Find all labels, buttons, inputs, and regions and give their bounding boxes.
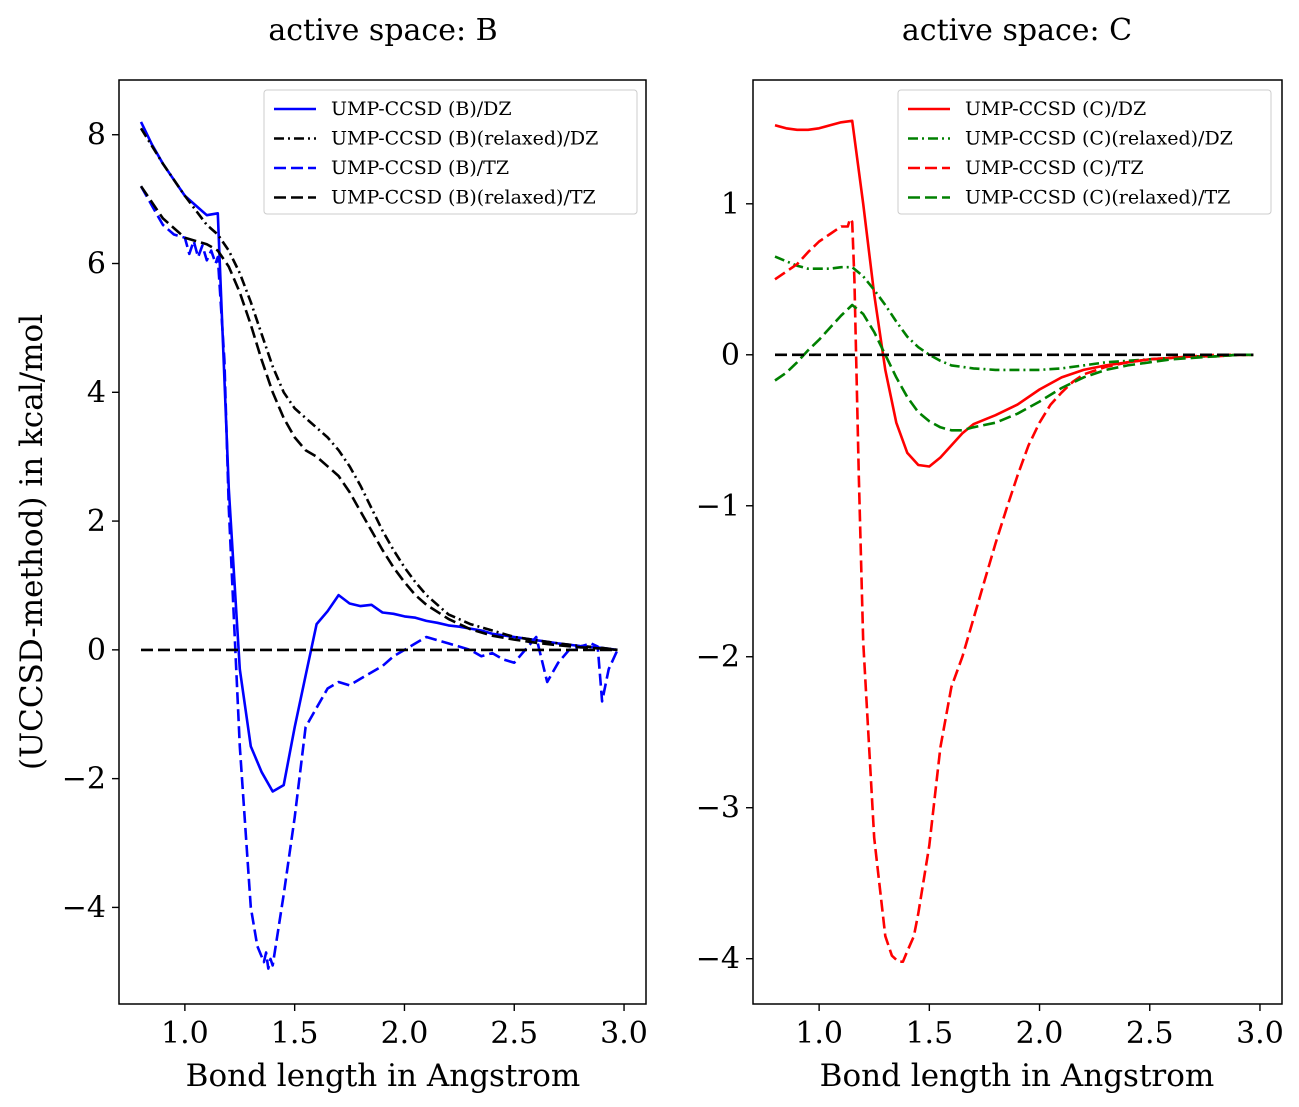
subplot-active-space-b: active space: B 1.0 1.5 2.0 2.5 3.0 −4 −2 0 2 4 6 8… — [14, 13, 648, 1094]
x-axis-label: Bond length in Angstrom — [186, 1058, 581, 1094]
legend-label: UMP-CCSD (B)/DZ — [331, 98, 512, 120]
legend-label: UMP-CCSD (C)/DZ — [965, 98, 1146, 120]
series-line-ump-ccsd-b-dz — [139, 121, 618, 793]
x-tick-label: 2.0 — [1016, 1016, 1064, 1051]
y-tick-label: 6 — [87, 247, 106, 282]
y-tick-label: 4 — [87, 375, 106, 410]
series-layer — [139, 121, 619, 970]
ticks-layer: 1.0 1.5 2.0 2.5 3.0 −4 −2 0 2 4 6 8 — [62, 118, 648, 1051]
series-line-ump-ccsd-b-relaxed-dz — [139, 127, 618, 652]
chart-title: active space: C — [902, 13, 1132, 48]
y-tick-label: −3 — [696, 791, 740, 826]
ticks-layer: 1.0 1.5 2.0 2.5 3.0 −4 −3 −2 −1 0 1 — [696, 187, 1284, 1051]
axes-frame — [118, 79, 647, 1005]
legend-box — [897, 89, 1272, 215]
x-tick-label: 2.0 — [381, 1016, 429, 1051]
legend-label: UMP-CCSD (C)/TZ — [965, 157, 1144, 179]
legend: UMP-CCSD (B)/DZ UMP-CCSD (B)(relaxed)/DZ U… — [263, 89, 638, 215]
legend-items: UMP-CCSD (C)/DZ UMP-CCSD (C)(relaxed)/DZ U… — [908, 98, 1233, 209]
chart-title: active space: B — [268, 13, 497, 48]
legend-label: UMP-CCSD (B)(relaxed)/TZ — [331, 187, 596, 209]
x-tick-label: 1.5 — [905, 1016, 953, 1051]
x-tick-label: 3.0 — [1236, 1016, 1284, 1051]
y-tick-label: 2 — [87, 504, 106, 539]
subplot-active-space-c: active space: C 1.0 1.5 2.0 2.5 3.0 −4 −3 −2 −1 0… — [696, 13, 1284, 1094]
x-tick-label: 1.5 — [271, 1016, 319, 1051]
legend-label: UMP-CCSD (B)/TZ — [331, 157, 509, 179]
y-tick-label: −2 — [62, 762, 106, 797]
series-line-ump-ccsd-b-tz — [139, 185, 619, 970]
y-tick-label: 1 — [721, 187, 740, 222]
legend: UMP-CCSD (C)/DZ UMP-CCSD (C)(relaxed)/DZ U… — [897, 89, 1272, 215]
x-tick-label: 1.0 — [161, 1016, 209, 1051]
legend-label: UMP-CCSD (C)(relaxed)/TZ — [965, 187, 1230, 209]
x-axis-label: Bond length in Angstrom — [820, 1058, 1215, 1094]
x-tick-label: 3.0 — [600, 1016, 648, 1051]
axes-frame — [752, 79, 1283, 1005]
y-tick-label: −1 — [696, 489, 740, 524]
series-layer — [774, 119, 1254, 963]
legend-items: UMP-CCSD (B)/DZ UMP-CCSD (B)(relaxed)/DZ U… — [274, 98, 598, 209]
x-tick-label: 2.5 — [490, 1016, 538, 1051]
y-tick-label: 8 — [87, 118, 106, 153]
y-tick-label: −2 — [696, 640, 740, 675]
legend-label: UMP-CCSD (C)(relaxed)/DZ — [965, 128, 1233, 150]
y-tick-label: −4 — [696, 942, 740, 977]
y-tick-label: 0 — [721, 338, 740, 373]
series-line-ump-ccsd-c-tz — [774, 217, 1254, 963]
y-tick-label: −4 — [62, 890, 106, 925]
x-tick-label: 1.0 — [795, 1016, 843, 1051]
legend-box — [263, 89, 638, 215]
series-line-ump-ccsd-c-relaxed-tz — [774, 303, 1254, 432]
x-tick-label: 2.5 — [1126, 1016, 1174, 1051]
y-axis-label: (UCCSD-method) in kcal/mol — [14, 314, 50, 770]
series-line-ump-ccsd-c-relaxed-dz — [774, 255, 1254, 372]
series-line-ump-ccsd-b-relaxed-tz — [139, 185, 618, 652]
legend-label: UMP-CCSD (B)(relaxed)/DZ — [331, 128, 598, 150]
y-tick-label: 0 — [87, 633, 106, 668]
